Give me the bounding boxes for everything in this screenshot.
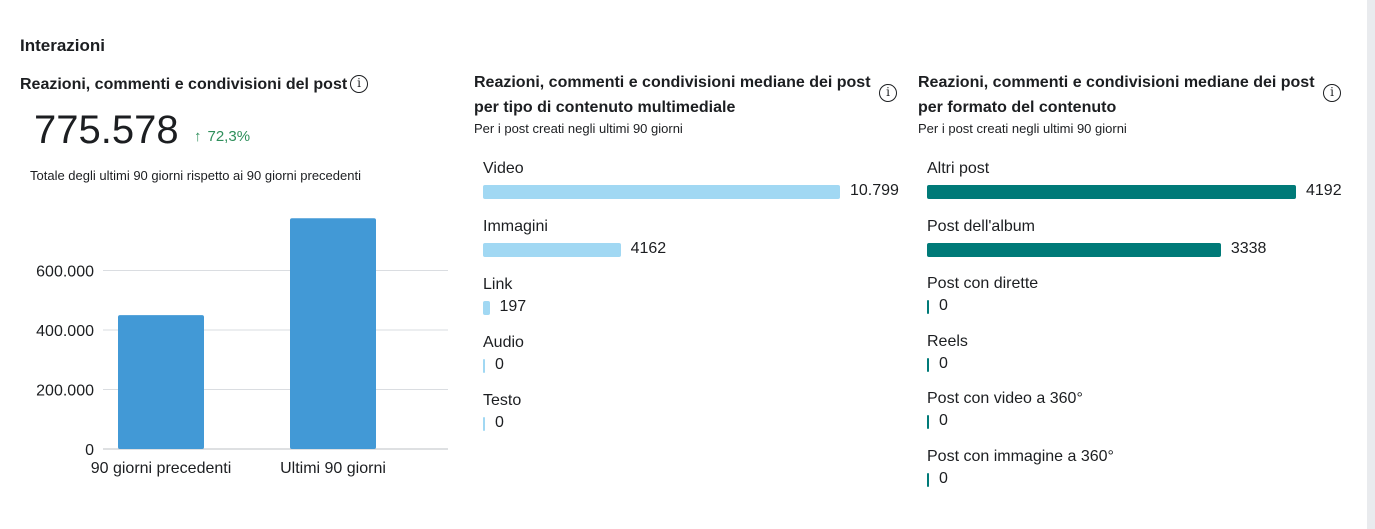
total-value: 775.578	[34, 108, 179, 152]
bar[interactable]	[927, 242, 1221, 257]
category-label: Post dell'album	[927, 217, 1035, 235]
scrollbar[interactable]	[1367, 0, 1375, 529]
bar[interactable]	[483, 359, 485, 373]
bar-row: Video 10.799	[483, 160, 913, 210]
y-tick-label: 400.000	[36, 323, 94, 340]
y-tick-label: 200.000	[36, 383, 94, 400]
bar[interactable]	[927, 415, 929, 429]
value-label: 0	[939, 412, 948, 429]
category-label: Reels	[927, 332, 968, 350]
info-icon[interactable]: i	[350, 75, 368, 93]
value-label: 0	[939, 297, 948, 314]
section-title: Interazioni	[20, 36, 106, 55]
bar[interactable]	[483, 301, 490, 315]
y-tick-label: 600.000	[36, 264, 94, 281]
arrow-up-icon: ↑	[194, 128, 202, 145]
category-label: Altri post	[927, 160, 990, 177]
x-tick-label: 90 giorni precedenti	[91, 460, 232, 477]
bar-row: Audio 0	[483, 334, 913, 384]
category-label: Audio	[483, 334, 524, 351]
category-label: Immagini	[483, 218, 548, 235]
bar-row: Immagini 4162	[483, 218, 913, 268]
value-label: 10.799	[850, 182, 899, 199]
bar-row: Testo 0	[483, 392, 913, 442]
value-label: 197	[499, 298, 527, 315]
card3-subtitle: Per i post creati negli ultimi 90 giorni	[918, 121, 1127, 136]
category-label: Post con video a 360°	[927, 390, 1083, 407]
card3-title-line1: Reazioni, commenti e condivisioni median…	[918, 74, 1315, 91]
category-label: Testo	[483, 392, 522, 409]
info-icon[interactable]: i	[1323, 84, 1341, 102]
value-label: 4192	[1306, 182, 1342, 199]
content-format-bar-chart: Altri post 4192 Post dell'album 3338 Post co…	[927, 160, 1357, 500]
card2-subtitle: Per i post creati negli ultimi 90 giorni	[474, 121, 683, 136]
bar-row: Reels 0	[927, 333, 1357, 383]
bar[interactable]	[483, 417, 485, 431]
comparison-bar-chart: 0 200.000 400.000 600.000 90 giorni preceden…	[36, 218, 448, 477]
bar[interactable]	[483, 243, 621, 257]
value-label: 0	[495, 414, 504, 431]
total-caption: Totale degli ultimi 90 giorni rispetto a…	[30, 168, 361, 183]
bar-row: Post con video a 360° 0	[927, 390, 1357, 440]
bar-row: Post dell'album 3338	[927, 218, 1357, 268]
card2-title-line2: per tipo di contenuto multimediale	[474, 99, 736, 116]
bar[interactable]	[927, 472, 929, 487]
category-label: Post con dirette	[927, 275, 1039, 292]
delta-value: 72,3%	[207, 128, 251, 145]
card1-title: Reazioni, commenti e condivisioni del po…	[20, 76, 348, 93]
value-label: 0	[939, 469, 948, 487]
bar[interactable]	[927, 185, 1296, 199]
value-label: 0	[495, 356, 504, 373]
category-label: Video	[483, 160, 524, 177]
media-type-bar-chart: Video 10.799 Immagini 4162 Link 197 Audio 0 Test…	[483, 160, 913, 450]
card2-title-line1: Reazioni, commenti e condivisioni median…	[474, 74, 871, 91]
bar[interactable]	[927, 300, 929, 314]
bar[interactable]	[290, 218, 376, 449]
bar-row: Link 197	[483, 276, 913, 326]
bar-row: Post con immagine a 360° 0	[927, 448, 1357, 498]
value-label: 3338	[1230, 239, 1267, 257]
bar[interactable]	[483, 185, 840, 199]
y-tick-label: 0	[85, 442, 94, 459]
bar[interactable]	[927, 357, 929, 372]
category-label: Link	[483, 276, 513, 293]
bar-row: Altri post 4192	[927, 160, 1357, 210]
value-label: 0	[939, 354, 948, 372]
bar-row: Post con dirette 0	[927, 275, 1357, 325]
x-tick-label: Ultimi 90 giorni	[280, 460, 386, 477]
bar[interactable]	[118, 315, 204, 449]
info-icon[interactable]: i	[879, 84, 897, 102]
card3-title-line2: per formato del contenuto	[918, 99, 1117, 116]
category-label: Post con immagine a 360°	[927, 447, 1114, 465]
value-label: 4162	[630, 240, 667, 257]
delta-badge: ↑ 72,3%	[194, 128, 250, 145]
